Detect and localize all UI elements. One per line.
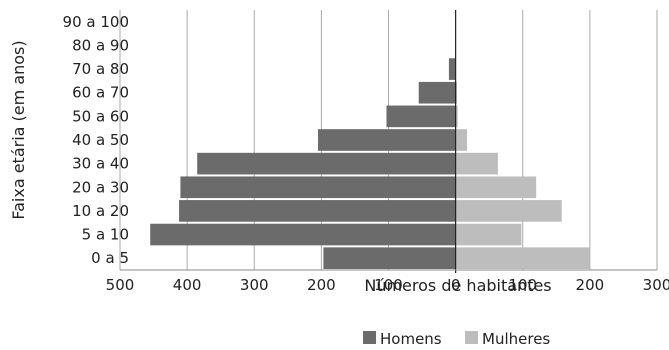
- y-tick-label: 60 a 70: [72, 84, 129, 102]
- bar-mulheres-1: [455, 223, 522, 246]
- x-tick-labels: 500 400 300 200 100 0 100 200 300: [106, 276, 669, 294]
- legend-label-mulheres: Mulheres: [482, 330, 550, 348]
- x-tick-label: 200: [576, 276, 605, 294]
- legend-label-homens: Homens: [380, 330, 442, 348]
- bar-mulheres-6: [455, 105, 458, 128]
- bar-homens-3: [180, 176, 456, 199]
- x-tick-label: 500: [106, 276, 135, 294]
- bar-mulheres-5: [455, 129, 468, 151]
- y-tick-label: 50 a 60: [72, 107, 129, 125]
- y-tick-label: 90 a 100: [63, 13, 129, 31]
- y-tick-labels: 0 a 5 5 a 10 10 a 20 20 a 30 30 a 40 40 a 50 5…: [63, 13, 129, 267]
- y-axis-title: Faixa etária (em anos): [9, 40, 28, 219]
- bar-mulheres-7: [455, 81, 457, 104]
- bar-mulheres-2: [455, 200, 562, 222]
- bar-homens-0: [323, 247, 456, 269]
- y-tick-label: 20 a 30: [72, 178, 129, 196]
- x-tick-label: 0: [451, 276, 461, 294]
- y-tick-label: 80 a 90: [72, 36, 129, 54]
- legend: Homens Mulheres: [363, 330, 550, 348]
- bar-homens-8: [448, 58, 456, 80]
- bar-homens-1: [150, 223, 456, 246]
- bars: [150, 58, 590, 269]
- x-tick-label: 400: [173, 276, 202, 294]
- legend-swatch-mulheres: [465, 331, 478, 344]
- x-tick-label: 300: [643, 276, 669, 294]
- y-tick-label: 10 a 20: [72, 202, 129, 220]
- bar-homens-4: [197, 152, 456, 175]
- bar-mulheres-0: [455, 247, 590, 269]
- bar-mulheres-3: [455, 176, 537, 199]
- bar-homens-5: [318, 129, 456, 151]
- x-tick-label: 300: [240, 276, 269, 294]
- x-tick-label: 100: [508, 276, 537, 294]
- legend-swatch-homens: [363, 331, 376, 344]
- bar-homens-6: [386, 105, 456, 128]
- bar-homens-2: [179, 200, 456, 222]
- y-tick-label: 5 a 10: [82, 226, 129, 244]
- bar-mulheres-4: [455, 152, 498, 175]
- bar-homens-7: [418, 81, 456, 104]
- x-axis-title: Números de habitantes: [364, 276, 551, 295]
- x-tick-label: 100: [374, 276, 403, 294]
- axes: [120, 10, 657, 273]
- y-tick-label: 0 a 5: [91, 249, 129, 267]
- y-tick-label: 40 a 50: [72, 131, 129, 149]
- y-tick-label: 30 a 40: [72, 155, 129, 173]
- x-tick-label: 200: [307, 276, 336, 294]
- y-tick-label: 70 a 80: [72, 60, 129, 78]
